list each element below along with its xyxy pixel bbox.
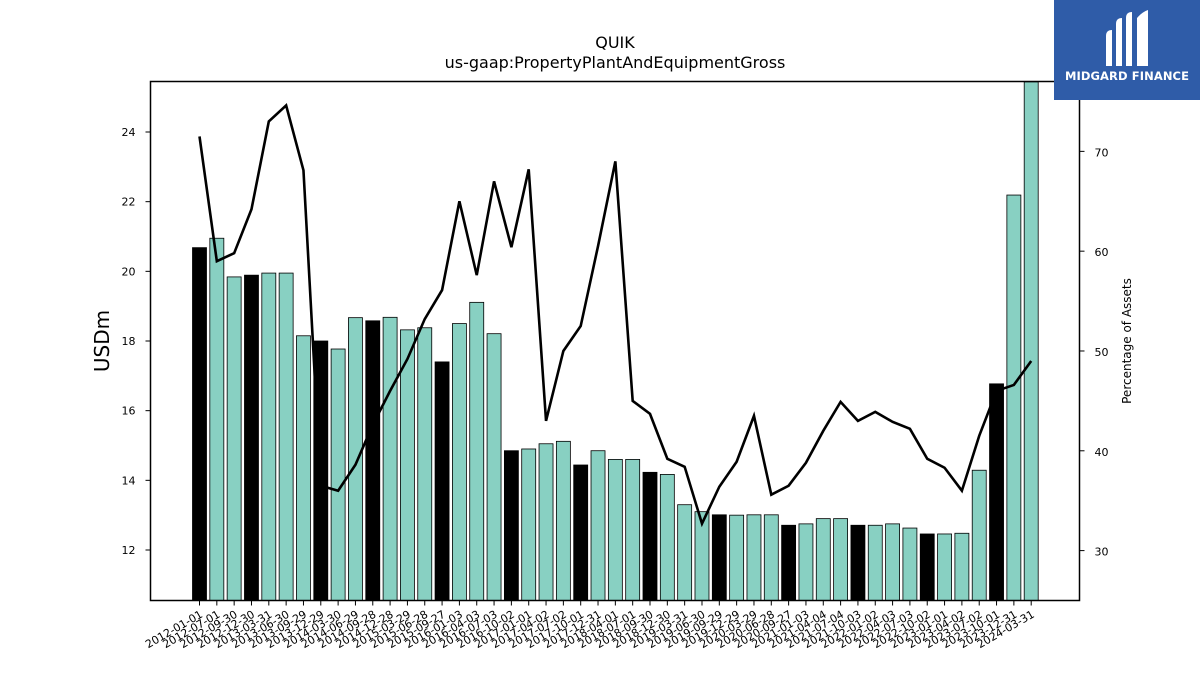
- y-axis-left: 12 14 16 18 20 22 24: [122, 126, 151, 557]
- bar-2016-10-02: [503, 450, 519, 601]
- bar-2023-10-01: [989, 383, 1004, 601]
- bar-2020-06-28: [763, 514, 779, 601]
- bar-2013-09-29: [296, 335, 311, 601]
- bar-2016-07-03: [486, 333, 502, 601]
- line-series: [198, 103, 1033, 528]
- brand-logo: MIDGARD FINANCE: [1054, 0, 1200, 100]
- bar-2021-10-03: [850, 524, 866, 601]
- bar-2017-04-02: [538, 443, 554, 601]
- bar-2023-07-02: [971, 469, 987, 601]
- bar-2015-06-28: [417, 327, 433, 601]
- y2-axis-label: Percentage of Assets: [1120, 278, 1134, 404]
- line-layer: [198, 103, 1033, 528]
- midgard-logo-icon: [1106, 10, 1148, 66]
- bar-2012-01-01: [192, 247, 207, 601]
- bar-2014-03-30: [330, 348, 346, 601]
- x-axis: 2012-01-012012-07-012012-09-302012-12-30…: [143, 600, 1037, 651]
- bar-2022-04-03: [885, 523, 900, 601]
- bar-2017-10-01: [573, 464, 589, 601]
- bar-2020-09-27: [781, 524, 797, 601]
- y2-tick-label: 40: [1095, 446, 1109, 459]
- y2-tick-label: 70: [1095, 146, 1109, 159]
- y-tick-label: 18: [122, 335, 136, 348]
- bar-2023-04-02: [954, 532, 970, 601]
- bar-2014-09-28: [365, 320, 381, 601]
- bar-2024-03-31: [1023, 81, 1039, 601]
- bar-2019-12-29: [729, 514, 745, 601]
- bar-2012-07-01: [209, 237, 225, 601]
- bar-2023-01-01: [937, 533, 952, 601]
- y-tick-label: 20: [122, 265, 136, 278]
- bar-2012-12-30: [244, 274, 259, 601]
- y2-tick-label: 60: [1095, 246, 1109, 259]
- bar-2017-01-01: [521, 448, 537, 601]
- y-axis-right: 30 40 50 60 70: [1079, 146, 1109, 559]
- bar-2017-07-02: [555, 440, 571, 601]
- bar-2023-12-31: [1006, 194, 1022, 601]
- y2-tick-label: 50: [1095, 346, 1109, 359]
- bar-2022-01-02: [867, 524, 883, 601]
- bar-2013-06-30: [278, 272, 294, 601]
- bar-2019-09-29: [711, 514, 727, 601]
- bar-2018-04-01: [607, 459, 623, 601]
- bar-2014-12-28: [382, 316, 398, 601]
- bar-2021-07-04: [833, 518, 848, 601]
- bar-2018-12-30: [659, 474, 675, 601]
- bar-2022-10-02: [919, 533, 935, 601]
- y2-tick-label: 30: [1095, 546, 1109, 559]
- bar-2021-01-03: [798, 523, 814, 601]
- bars-group: [192, 81, 1039, 601]
- bar-2015-09-27: [434, 361, 450, 601]
- bar-2018-09-30: [642, 471, 658, 601]
- y-tick-label: 14: [122, 474, 136, 487]
- y-tick-label: 24: [122, 126, 136, 139]
- bar-2014-06-29: [348, 317, 363, 601]
- bar-2013-03-31: [261, 272, 277, 601]
- y-tick-label: 22: [122, 196, 136, 209]
- y-tick-label: 12: [122, 544, 136, 557]
- chart-title: QUIK: [595, 33, 635, 52]
- bar-2016-04-03: [469, 301, 485, 601]
- logo-text: MIDGARD FINANCE: [1064, 69, 1190, 83]
- bar-2021-04-04: [815, 518, 831, 601]
- bar-2012-09-30: [226, 276, 242, 601]
- chart-subtitle: us-gaap:PropertyPlantAndEquipmentGross: [445, 53, 786, 72]
- y-axis-label: USDm: [90, 310, 114, 372]
- bar-2022-07-03: [902, 527, 918, 601]
- bar-2016-01-03: [452, 323, 467, 601]
- bar-2019-03-31: [677, 504, 693, 601]
- bar-2018-07-01: [625, 459, 641, 601]
- y-tick-label: 16: [122, 405, 136, 418]
- bar-2017-12-31: [590, 450, 606, 601]
- bar-2020-03-29: [746, 514, 762, 601]
